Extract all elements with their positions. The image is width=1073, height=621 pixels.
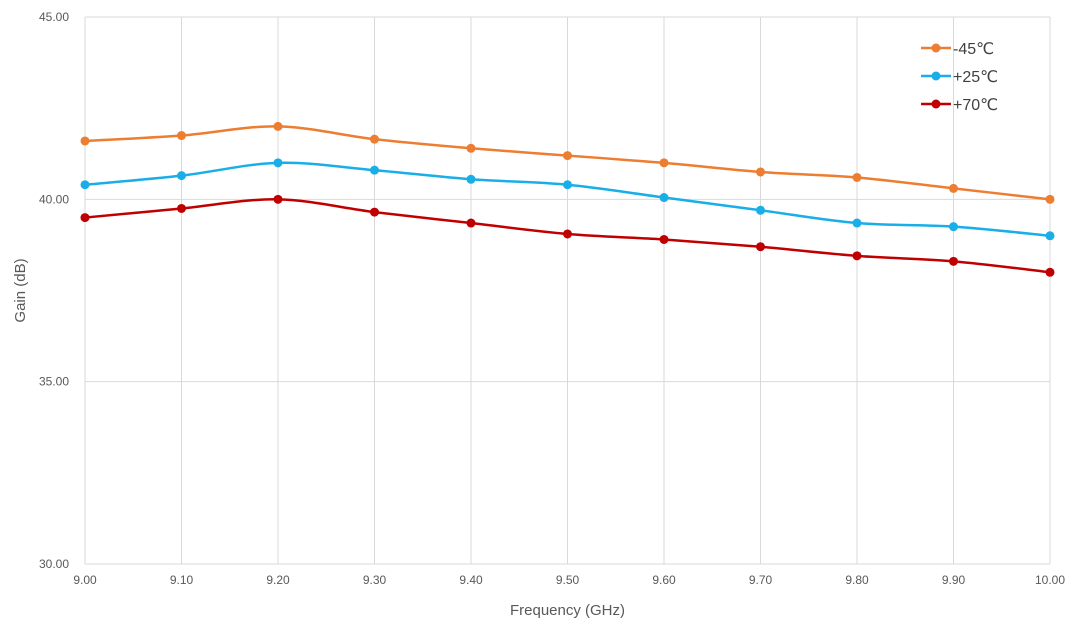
- legend-swatch-marker: [931, 71, 941, 81]
- x-tick-label: 9.60: [652, 573, 676, 587]
- x-tick-label: 9.30: [363, 573, 387, 587]
- data-point: [852, 172, 862, 182]
- x-tick-label: 9.50: [556, 573, 580, 587]
- data-point: [756, 205, 765, 215]
- legend-label: -45℃: [953, 41, 994, 58]
- data-point: [80, 180, 90, 190]
- legend-item: -45℃: [921, 41, 994, 58]
- series-group: [80, 121, 1055, 277]
- data-point: [466, 218, 476, 228]
- x-tick-label: 9.40: [459, 573, 483, 587]
- legend-swatch-marker: [931, 99, 941, 109]
- data-point: [466, 174, 476, 184]
- data-point: [1045, 231, 1055, 241]
- data-point: [852, 218, 862, 228]
- data-point: [370, 134, 379, 144]
- data-point: [370, 165, 379, 175]
- data-point: [563, 180, 572, 190]
- legend-label: +70℃: [953, 97, 998, 114]
- data-point: [949, 256, 958, 266]
- data-point: [80, 213, 90, 223]
- data-point: [659, 193, 669, 203]
- series-2: [80, 158, 1055, 241]
- data-point: [756, 242, 765, 252]
- data-point: [177, 171, 186, 181]
- series-3: [80, 194, 1055, 277]
- legend-label: +25℃: [953, 69, 998, 86]
- data-point: [273, 194, 283, 204]
- x-tick-label: 10.00: [1035, 573, 1065, 587]
- data-point: [177, 203, 186, 213]
- data-point: [659, 158, 669, 168]
- data-point: [466, 143, 476, 153]
- legend-item: +70℃: [921, 97, 998, 114]
- y-tick-label: 45.00: [39, 10, 69, 24]
- legend: -45℃ +25℃ +70℃: [921, 41, 998, 114]
- data-point: [273, 121, 283, 131]
- y-axis-ticks: 30.00 35.00 40.00 45.00: [39, 10, 69, 571]
- legend-swatch-marker: [931, 43, 941, 53]
- data-point: [177, 131, 186, 141]
- series-1: [80, 121, 1055, 204]
- data-point: [563, 151, 572, 161]
- data-point: [563, 229, 572, 239]
- x-tick-label: 9.90: [942, 573, 966, 587]
- data-point: [273, 158, 283, 168]
- data-point: [949, 183, 958, 193]
- x-tick-label: 9.00: [73, 573, 97, 587]
- data-point: [1045, 194, 1055, 204]
- data-point: [852, 251, 862, 261]
- y-tick-label: 30.00: [39, 557, 69, 571]
- legend-item: +25℃: [921, 69, 998, 86]
- data-point: [370, 207, 379, 217]
- x-axis-ticks: 9.00 9.10 9.20 9.30 9.40 9.50 9.60 9.70 9.80 9.90…: [73, 573, 1065, 587]
- data-point: [80, 136, 90, 146]
- data-point: [659, 234, 669, 244]
- gridlines: [84, 16, 1051, 565]
- data-point: [949, 222, 958, 232]
- x-tick-label: 9.80: [845, 573, 869, 587]
- x-tick-label: 9.70: [749, 573, 773, 587]
- x-tick-label: 9.10: [170, 573, 194, 587]
- x-tick-label: 9.20: [266, 573, 290, 587]
- y-tick-label: 40.00: [39, 192, 69, 206]
- x-axis-title: Frequency (GHz): [510, 602, 625, 619]
- y-tick-label: 35.00: [39, 375, 69, 389]
- data-point: [1045, 267, 1055, 277]
- y-axis-title: Gain (dB): [12, 258, 29, 322]
- data-point: [756, 167, 765, 177]
